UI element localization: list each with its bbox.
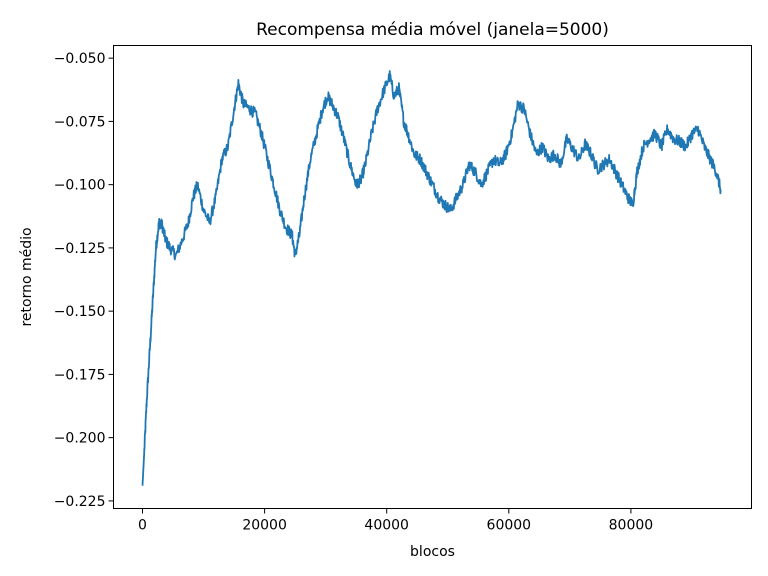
y-tick-label: −0.075	[54, 114, 106, 130]
y-tick-label: −0.100	[54, 178, 106, 194]
y-tick-label: −0.225	[54, 494, 106, 510]
series-line	[141, 70, 722, 486]
x-tick-label: 80000	[609, 518, 654, 534]
x-tick-label: 40000	[364, 518, 409, 534]
plot-area	[141, 70, 722, 486]
x-axis-label: blocos	[410, 544, 455, 560]
x-axis: 0 20000 40000 60000 80000	[138, 508, 654, 534]
x-tick-label: 20000	[242, 518, 287, 534]
y-tick-label: −0.125	[54, 241, 106, 257]
y-axis: −0.225 −0.200 −0.175 −0.150 −0.125 −0.100 −0.0…	[54, 51, 114, 510]
x-tick-label: 60000	[487, 518, 532, 534]
x-tick-label: 0	[138, 518, 147, 534]
y-tick-label: −0.175	[54, 367, 106, 383]
y-axis-label: retorno médio	[19, 227, 35, 326]
y-tick-label: −0.050	[54, 51, 106, 67]
chart-title: Recompensa média móvel (janela=5000)	[256, 20, 609, 40]
y-tick-label: −0.200	[54, 431, 106, 447]
plot-frame	[113, 45, 752, 509]
y-tick-label: −0.150	[54, 304, 106, 320]
